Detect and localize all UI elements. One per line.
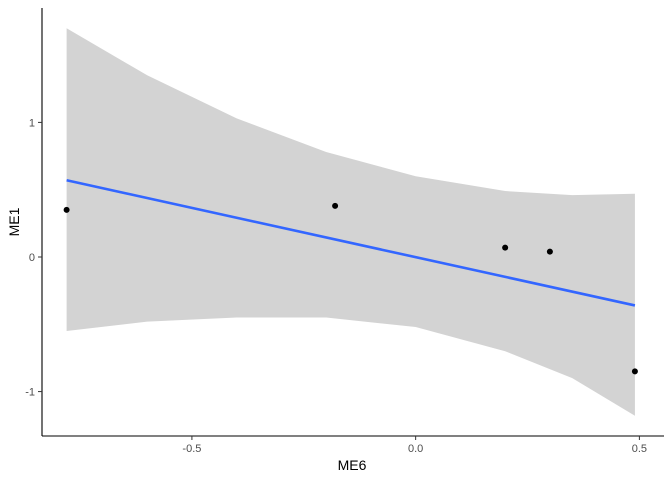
y-tick-label: 1 [29, 117, 35, 129]
x-tick-label: -0.5 [182, 443, 201, 455]
confidence-band-layer [66, 28, 635, 416]
x-axis-title: ME6 [338, 457, 367, 473]
x-tick-label: 0.0 [408, 443, 423, 455]
x-tick-label: 0.5 [632, 443, 647, 455]
regression-line [66, 179, 636, 307]
data-point [546, 248, 553, 255]
data-point [332, 202, 339, 209]
ticks-layer: -0.5 0.0 0.5 -1 0 1 [25, 117, 647, 455]
points-layer [63, 202, 638, 375]
axes-layer [41, 8, 664, 437]
data-point [502, 244, 509, 251]
y-tick-label: -1 [25, 387, 35, 399]
confidence-band [66, 28, 635, 416]
data-point [63, 206, 70, 213]
data-point [631, 368, 638, 375]
y-tick-label: 0 [29, 252, 35, 264]
y-axis-title: ME1 [6, 207, 22, 236]
fit-line-layer [66, 179, 636, 307]
